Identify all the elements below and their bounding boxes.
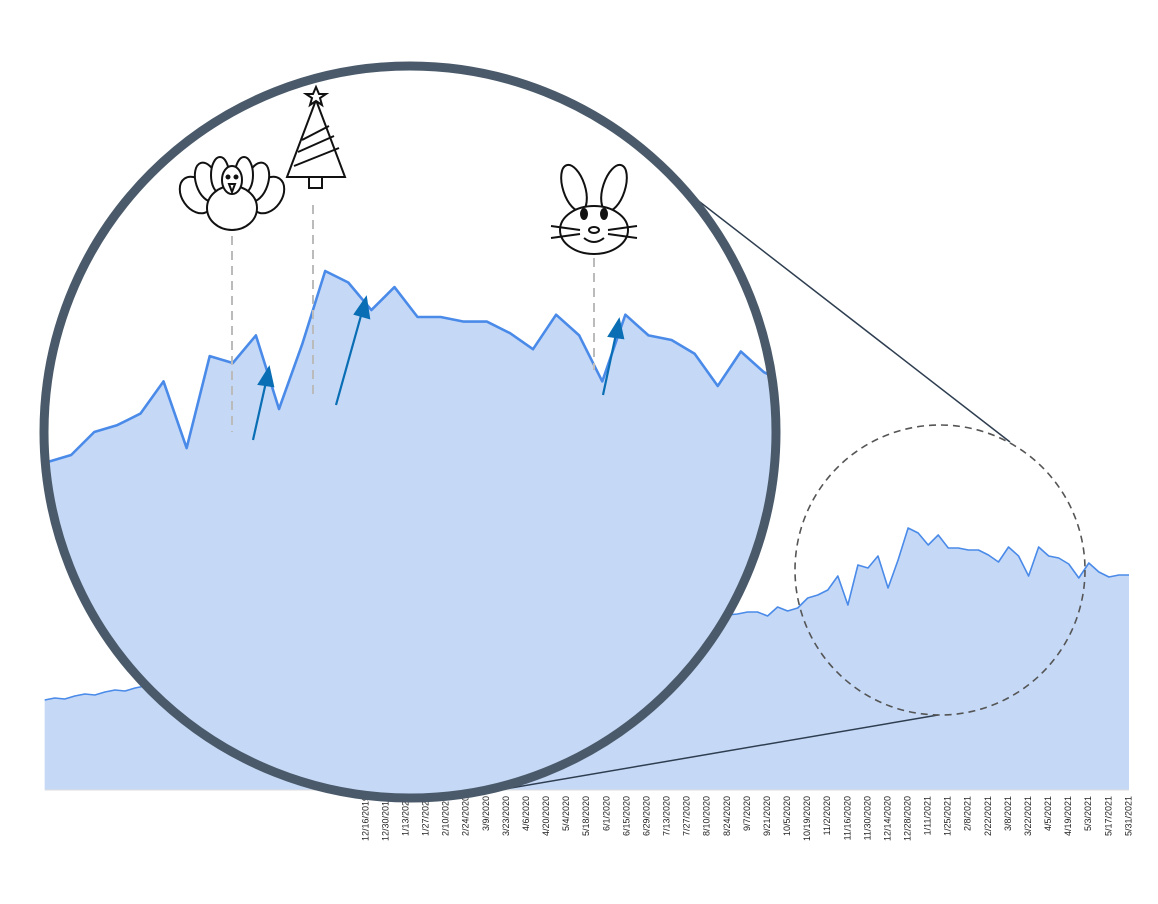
x-tick-label: 11/30/2020 (862, 796, 872, 840)
x-tick-label: 5/17/2021 (1103, 796, 1113, 836)
x-tick-label: 7/27/2020 (682, 796, 692, 836)
x-tick-label: 1/25/2021 (943, 796, 953, 836)
x-tick-label: 5/3/2021 (1083, 796, 1093, 831)
x-tick-label: 12/30/2019 (380, 796, 390, 841)
x-tick-label: 4/19/2021 (1063, 796, 1073, 836)
x-tick-label: 11/16/2020 (842, 796, 852, 840)
x-tick-label: 2/10/2020 (441, 796, 451, 836)
x-axis: 12/16/2019 12/30/2019 1/13/2020 1/27/2020 2/… (360, 796, 1133, 841)
x-tick-label: 10/19/2020 (802, 796, 812, 841)
x-tick-label: 2/22/2021 (983, 796, 993, 836)
tree-icon (285, 84, 347, 189)
x-tick-label: 4/20/2020 (541, 796, 551, 836)
connector (664, 174, 1011, 443)
x-tick-label: 1/11/2021 (923, 796, 933, 835)
x-tick-label: 5/31/2021 (1123, 796, 1133, 836)
magnified-plot (0, 270, 833, 796)
x-tick-label: 10/5/2020 (782, 796, 792, 836)
x-tick-label: 5/18/2020 (581, 796, 591, 836)
x-tick-label: 1/13/2020 (400, 796, 410, 836)
x-tick-label: 12/28/2020 (902, 796, 912, 841)
x-tick-label: 2/24/2020 (461, 796, 471, 836)
x-tick-label: 1/27/2020 (421, 796, 431, 836)
x-tick-label: 9/7/2020 (742, 796, 752, 831)
x-tick-label: 3/23/2020 (501, 796, 511, 836)
x-tick-label: 4/5/2021 (1043, 796, 1053, 831)
area (46, 270, 774, 796)
magnifier (39, 61, 781, 803)
arrows (251, 295, 625, 441)
x-tick-label: 8/10/2020 (702, 796, 712, 836)
turkey-icon (178, 156, 286, 231)
guides (231, 205, 595, 432)
x-tick-label: 7/13/2020 (662, 796, 672, 836)
x-tick-label: 6/1/2020 (601, 796, 611, 831)
x-tick-label: 3/22/2021 (1023, 796, 1033, 836)
x-tick-label: 3/8/2021 (1003, 796, 1013, 831)
x-tick-label: 5/4/2020 (561, 796, 571, 831)
line (0, 271, 833, 667)
x-tick-label: 2/8/2021 (963, 796, 973, 831)
connector (469, 714, 939, 796)
x-tick-label: 4/6/2020 (521, 796, 531, 831)
x-tick-label: 12/14/2020 (882, 796, 892, 841)
x-tick-label: 12/16/2019 (360, 796, 370, 841)
x-tick-label: 3/9/2020 (481, 796, 491, 831)
x-tick-label: 6/15/2020 (621, 796, 631, 836)
x-tick-label: 8/24/2020 (722, 796, 732, 836)
x-tick-label: 11/2/2020 (822, 796, 832, 835)
x-tick-label: 6/29/2020 (641, 796, 651, 836)
bunny-icon (550, 163, 638, 255)
zoom-region (794, 424, 1086, 716)
x-tick-label: 9/21/2020 (762, 796, 772, 836)
